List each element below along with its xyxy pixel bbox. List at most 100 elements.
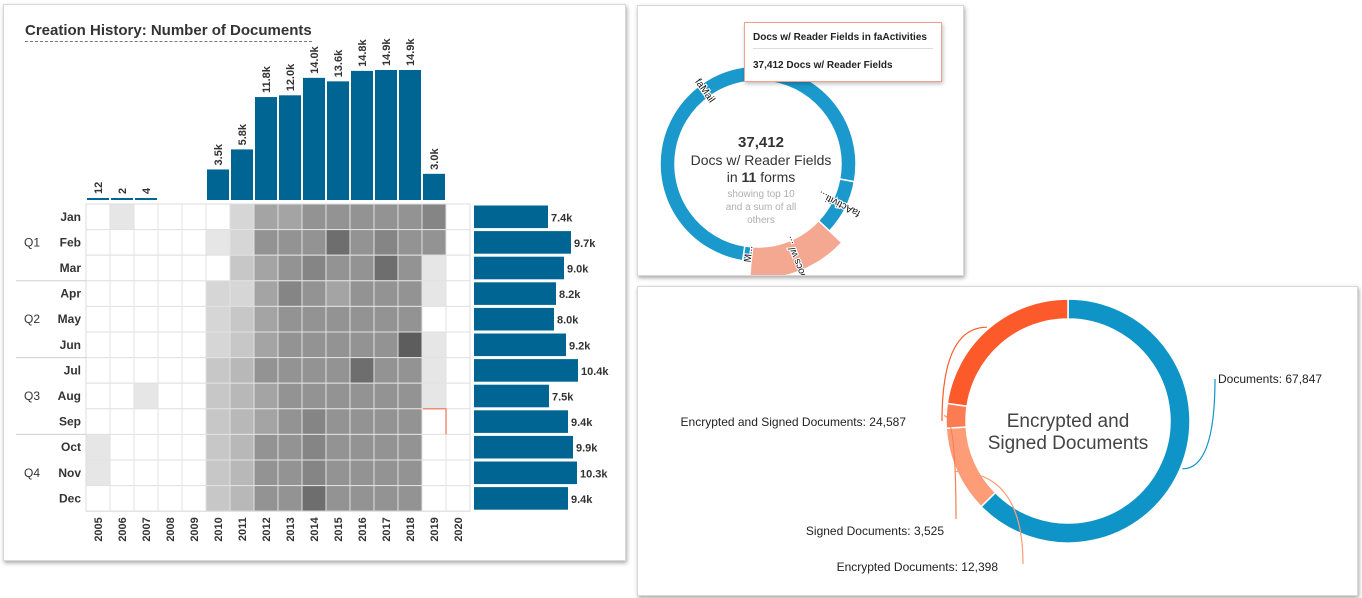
heat-cell-Sep-2008: [157, 408, 183, 435]
forms-suffix: forms: [760, 169, 796, 185]
forms-prefix: in: [726, 169, 738, 185]
creation-history-chart: 12 2 4 3.5k 5.8k 11.8k 12.0k 14.0k 13.6k 14.8k 14.…: [16, 38, 609, 542]
heat-cell-Jul-2015: [325, 357, 351, 384]
heat-cell-Jan-2011: [229, 203, 255, 231]
heat-cell-Aug-2015: [325, 382, 351, 410]
heat-cell-May-2019: [421, 305, 447, 333]
month-label-Jan: Jan: [60, 210, 81, 224]
heat-cell-Oct-2009: [181, 433, 207, 461]
month-bar-label-Feb: 9.7k: [574, 238, 596, 250]
heat-cell-Jun-2011: [229, 331, 255, 359]
year-label-2019: 2019: [429, 517, 441, 541]
month-bar-label-Oct: 9.9k: [576, 443, 598, 455]
heat-cell-Nov-2014: [301, 459, 327, 487]
heat-cell-Oct-2005: [85, 433, 111, 461]
heat-cell-Nov-2020: [445, 459, 471, 487]
heat-cell-Mar-2015: [325, 254, 351, 282]
heat-cell-Dec-2020: [445, 485, 471, 512]
heat-cell-Aug-2019: [421, 382, 447, 410]
heat-cell-Feb-2009: [181, 229, 207, 256]
heat-cell-Nov-2018: [397, 459, 423, 487]
enc-slice-label-0: Documents: 67,847: [1218, 372, 1322, 386]
heat-cell-Dec-2016: [349, 485, 375, 512]
heat-cell-Jan-2013: [277, 203, 303, 231]
heat-cell-Dec-2017: [373, 485, 399, 512]
month-bar-label-Dec: 9.4k: [571, 494, 593, 506]
year-label-2014: 2014: [309, 516, 321, 541]
heat-cell-Mar-2005: [85, 254, 111, 282]
heat-cell-Jul-2010: [205, 357, 231, 384]
heat-cell-Jun-2017: [373, 331, 399, 359]
heat-cell-Oct-2006: [109, 433, 135, 461]
heat-cell-Feb-2018: [397, 229, 423, 256]
heat-cell-May-2018: [397, 305, 423, 333]
heat-cell-Jul-2007: [133, 357, 159, 384]
year-label-2016: 2016: [357, 517, 369, 541]
heat-cell-Aug-2017: [373, 382, 399, 410]
heat-cell-Dec-2019: [421, 485, 447, 512]
heat-cell-Jan-2015: [325, 203, 351, 231]
tooltip-value: 37,412 Docs w/ Reader Fields: [753, 60, 893, 71]
heat-cell-Jan-2007: [133, 203, 159, 231]
month-label-Dec: Dec: [59, 491, 81, 505]
year-label-2009: 2009: [189, 517, 201, 541]
heat-cell-Sep-2015: [325, 408, 351, 435]
heat-cell-Feb-2013: [277, 229, 303, 256]
heat-cell-Mar-2016: [349, 254, 375, 282]
heat-cell-Nov-2006: [109, 459, 135, 487]
year-bar-2015: [327, 81, 349, 200]
heat-cell-Nov-2016: [349, 459, 375, 487]
enc-slice-label-2: Signed Documents: 3,525: [806, 524, 944, 538]
heat-cell-Mar-2014: [301, 254, 327, 282]
year-label-2020: 2020: [453, 517, 465, 541]
month-bar-Jul: [474, 359, 578, 382]
heat-cell-Jun-2012: [253, 331, 279, 359]
heat-cell-Jun-2005: [85, 331, 111, 359]
heat-cell-Jul-2019: [421, 357, 447, 384]
heat-cell-Sep-2019: [421, 408, 447, 435]
heat-cell-Sep-2016: [349, 408, 375, 435]
heat-cell-Jun-2009: [181, 331, 207, 359]
year-bar-2016: [351, 70, 373, 200]
heat-cell-Mar-2018: [397, 254, 423, 282]
heat-cell-Oct-2018: [397, 433, 423, 461]
month-bar-Mar: [474, 256, 564, 280]
year-bar-label-2010: 3.5k: [213, 143, 225, 165]
reader-slice-label-3: M...: [743, 245, 756, 263]
enc-leader-0: [1182, 378, 1216, 470]
heat-cell-Jan-2009: [181, 203, 207, 231]
heat-cell-Aug-2007: [133, 382, 159, 410]
heat-cell-Jul-2017: [373, 357, 399, 384]
heat-cell-Dec-2015: [325, 485, 351, 512]
heat-cell-Apr-2015: [325, 280, 351, 307]
heat-cell-Sep-2018: [397, 408, 423, 435]
heat-cell-Dec-2006: [109, 485, 135, 512]
month-bar-label-Apr: 8.2k: [559, 289, 581, 301]
heat-cell-Mar-2012: [253, 254, 279, 282]
heat-cell-Nov-2008: [157, 459, 183, 487]
heat-cell-Jun-2018: [397, 331, 423, 359]
heat-cell-Sep-2012: [253, 408, 279, 435]
year-bar-2005: [87, 198, 109, 200]
heat-cell-Jul-2005: [85, 357, 111, 384]
month-bar-label-Sep: 9.4k: [571, 417, 593, 429]
enc-leader-2: [943, 415, 957, 520]
enc-slice-2: [945, 402, 968, 430]
year-label-2012: 2012: [261, 517, 273, 541]
reader-slice-2: [749, 219, 843, 275]
heat-cell-Apr-2018: [397, 280, 423, 307]
reader-slice-3: [741, 245, 753, 263]
heat-cell-May-2015: [325, 305, 351, 333]
month-bar-Apr: [474, 282, 556, 305]
month-bar-Dec: [474, 487, 568, 510]
month-label-Oct: Oct: [61, 440, 81, 454]
heat-cell-Jan-2020: [445, 203, 471, 231]
heat-cell-Jul-2009: [181, 357, 207, 384]
heat-cell-Jul-2014: [301, 357, 327, 384]
heat-cell-Jan-2012: [253, 203, 279, 231]
year-bar-2007: [135, 198, 157, 200]
heat-cell-Mar-2009: [181, 254, 207, 282]
reader-fields-center-label: Docs w/ Reader Fields: [690, 152, 832, 168]
heat-cell-Nov-2012: [253, 459, 279, 487]
